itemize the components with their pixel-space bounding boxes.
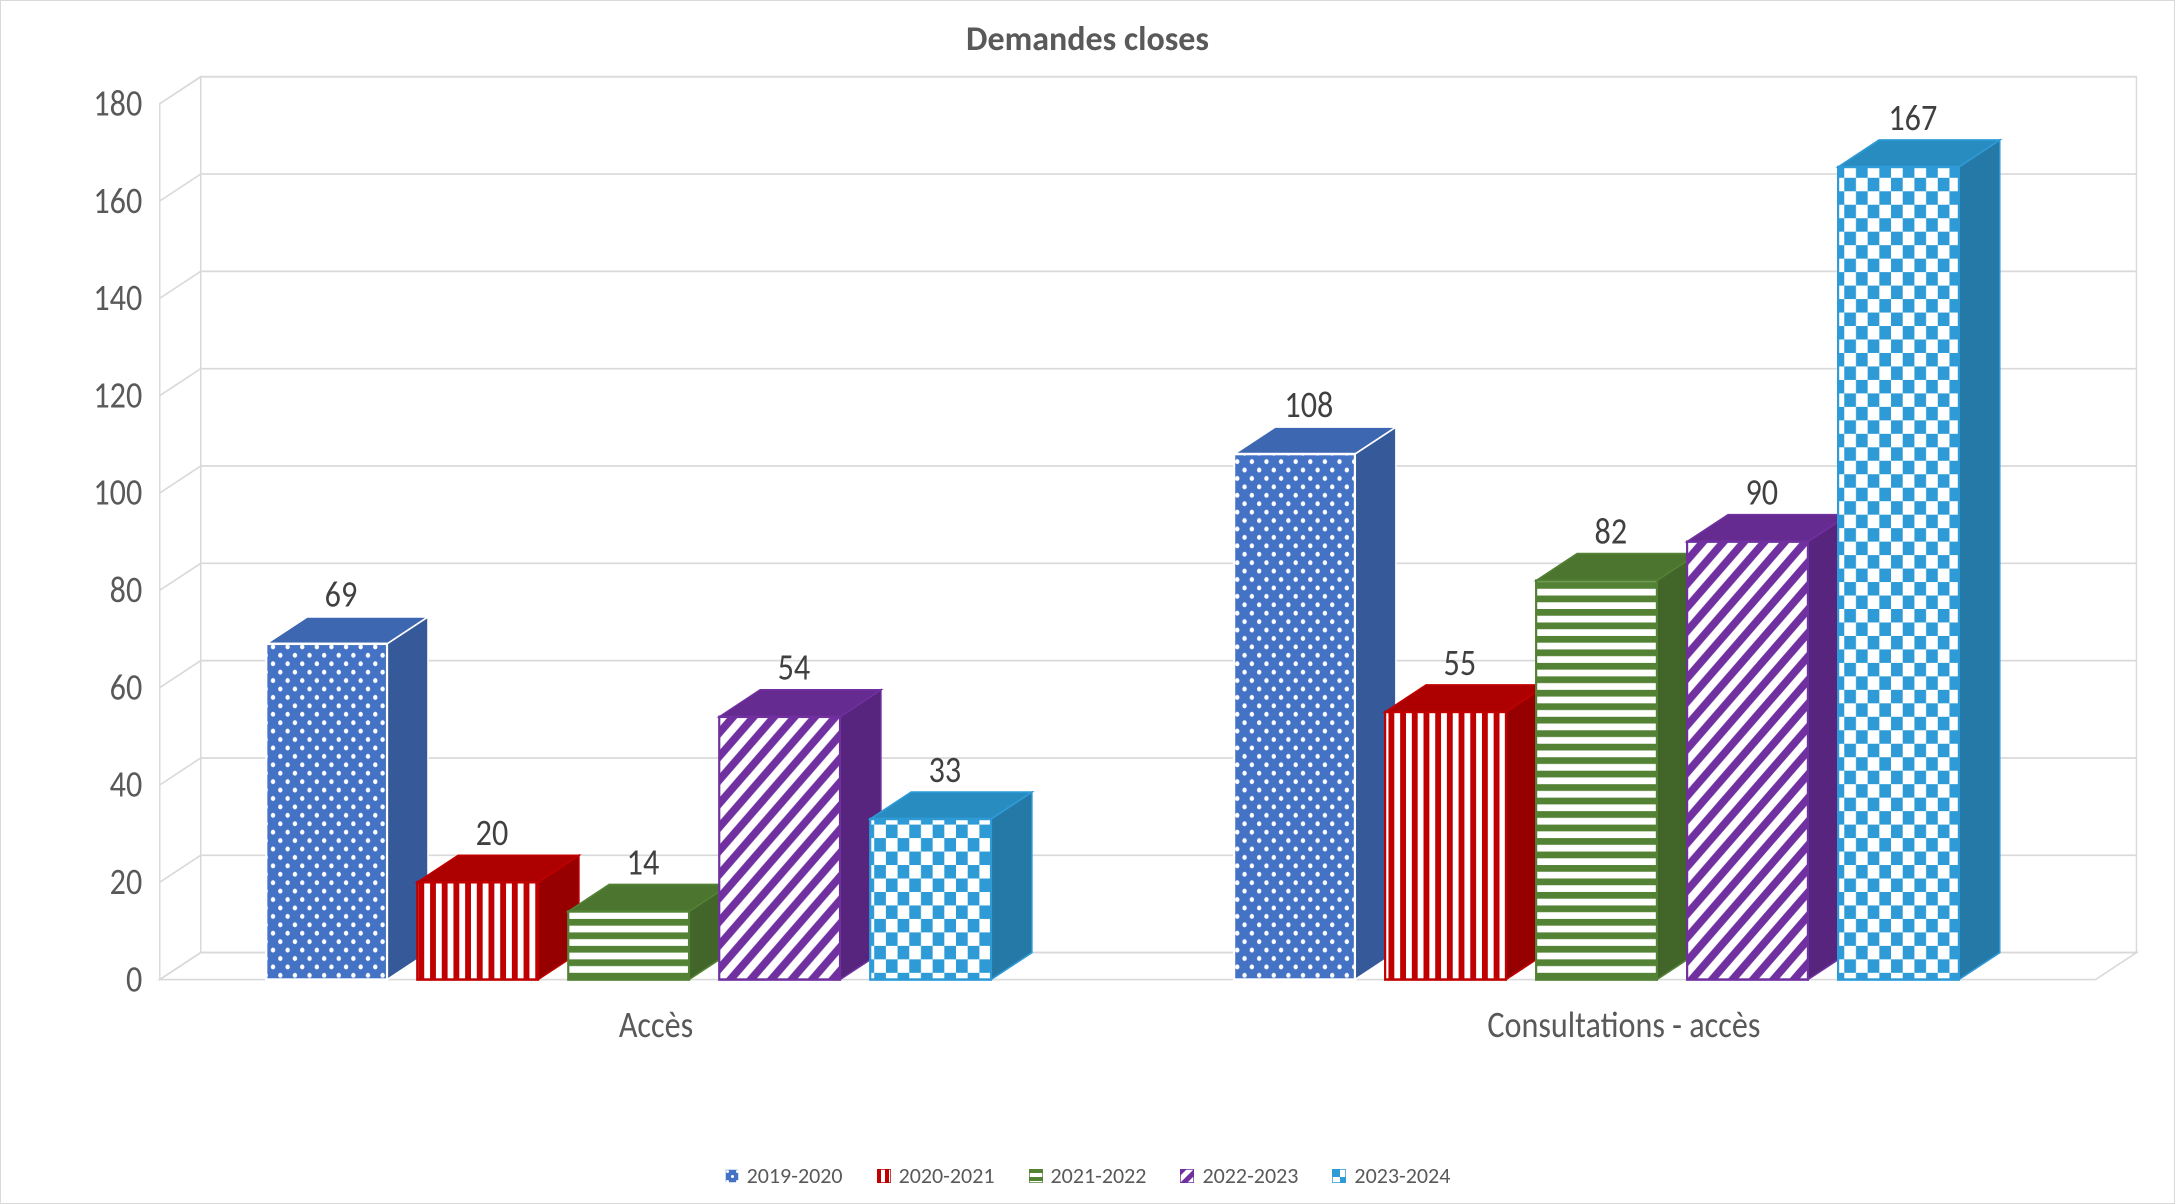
legend-item: 2023-2024 (1332, 1162, 1450, 1189)
legend-label: 2020-2021 (899, 1162, 995, 1189)
legend: 2019-2020 2020-2021 2021-2022 2022-2023 2023… (21, 1148, 2154, 1193)
svg-text:40: 40 (110, 763, 143, 808)
svg-text:180: 180 (93, 81, 142, 126)
svg-text:14: 14 (627, 840, 660, 885)
svg-text:20: 20 (476, 811, 509, 856)
legend-label: 2023-2024 (1354, 1162, 1450, 1189)
legend-label: 2021-2022 (1051, 1162, 1147, 1189)
svg-text:20: 20 (110, 860, 143, 905)
svg-text:90: 90 (1746, 470, 1779, 515)
svg-text:160: 160 (93, 179, 142, 224)
svg-text:54: 54 (778, 646, 811, 691)
legend-item: 2019-2020 (725, 1162, 843, 1189)
legend-item: 2021-2022 (1029, 1162, 1147, 1189)
svg-text:33: 33 (929, 748, 962, 793)
chart-title: Demandes closes (21, 19, 2154, 60)
svg-text:Consultations - accès: Consultations - accès (1487, 1003, 1760, 1048)
svg-text:0: 0 (126, 957, 142, 1002)
svg-text:55: 55 (1444, 641, 1477, 686)
svg-text:120: 120 (93, 373, 142, 418)
category-axis: Accès Consultations - accès (619, 1003, 1761, 1048)
legend-label: 2022-2023 (1202, 1162, 1298, 1189)
svg-text:69: 69 (325, 573, 358, 618)
svg-text:60: 60 (110, 665, 143, 710)
svg-text:140: 140 (93, 276, 142, 321)
svg-text:82: 82 (1595, 509, 1628, 554)
legend-item: 2020-2021 (877, 1162, 995, 1189)
svg-text:Accès: Accès (619, 1003, 693, 1048)
chart-svg: 0 20 40 60 80 100 120 140 160 180 69 20 14 54 33 108 55 8… (21, 70, 2154, 1148)
svg-text:80: 80 (110, 568, 143, 613)
svg-text:100: 100 (93, 471, 142, 516)
plot-area: 0 20 40 60 80 100 120 140 160 180 69 20 14 54 33 108 55 8… (21, 70, 2154, 1148)
svg-text:167: 167 (1888, 96, 1937, 141)
svg-text:108: 108 (1284, 383, 1333, 428)
legend-label: 2019-2020 (747, 1162, 843, 1189)
chart-frame: Demandes closes 0 20 40 60 80 100 120 140 160 180… (0, 0, 2175, 1204)
legend-item: 2022-2023 (1180, 1162, 1298, 1189)
